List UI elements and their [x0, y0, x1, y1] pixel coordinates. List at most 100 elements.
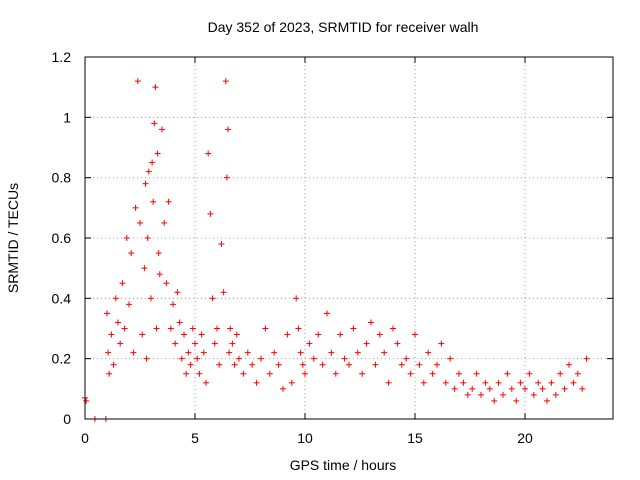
data-point	[178, 355, 185, 362]
data-point	[144, 235, 151, 241]
data-point	[403, 355, 410, 362]
data-point	[429, 370, 436, 377]
data-point	[328, 349, 335, 356]
data-point	[185, 349, 192, 356]
data-point	[244, 349, 251, 356]
data-point	[469, 385, 476, 392]
data-point	[165, 198, 172, 205]
data-point	[460, 379, 467, 386]
data-point	[249, 361, 256, 368]
data-point	[189, 325, 196, 332]
data-point	[539, 385, 546, 392]
data-point	[332, 370, 339, 377]
data-point	[163, 280, 170, 287]
data-point	[324, 310, 330, 317]
data-point	[482, 379, 489, 386]
data-point	[306, 340, 313, 347]
data-point	[295, 325, 302, 332]
data-point	[447, 355, 454, 362]
data-point	[167, 325, 174, 332]
data-point	[145, 168, 152, 175]
data-point	[310, 355, 317, 362]
data-point	[170, 301, 176, 308]
data-point	[346, 361, 352, 368]
y-tick-label: 0	[63, 411, 71, 427]
data-point	[390, 325, 396, 332]
data-point	[117, 340, 124, 347]
data-point	[535, 379, 542, 386]
data-point	[155, 250, 162, 257]
data-point	[319, 361, 326, 368]
data-point	[115, 319, 121, 326]
data-point	[337, 331, 344, 338]
data-point	[544, 397, 550, 404]
y-axis-label: SRMTID / TECUs	[5, 183, 21, 293]
data-point	[456, 370, 462, 377]
data-point	[222, 78, 229, 85]
data-point	[350, 325, 357, 332]
data-point	[495, 379, 502, 386]
data-point	[187, 361, 194, 368]
data-point	[398, 361, 405, 368]
x-axis-label: GPS time / hours	[290, 457, 397, 473]
data-point	[266, 370, 273, 377]
data-point	[220, 289, 227, 296]
data-point	[354, 349, 361, 356]
data-point	[508, 385, 515, 392]
data-point	[473, 370, 480, 377]
data-point	[172, 340, 179, 347]
data-point	[151, 120, 158, 127]
data-point	[174, 289, 181, 296]
data-point	[275, 361, 282, 368]
x-tick-label: 20	[517, 430, 533, 446]
data-point	[491, 397, 498, 404]
data-point	[110, 361, 117, 368]
data-point	[504, 370, 511, 377]
data-point	[557, 370, 564, 377]
y-tick-label: 1.2	[52, 49, 72, 65]
data-point	[368, 319, 374, 326]
data-point	[530, 391, 537, 398]
data-point	[385, 379, 392, 386]
data-point	[119, 280, 126, 287]
data-point	[579, 385, 586, 392]
y-tick-label: 0.2	[52, 351, 72, 367]
data-point	[271, 349, 278, 356]
data-point	[552, 391, 559, 398]
y-tick-label: 0.8	[52, 170, 72, 186]
data-point	[226, 349, 233, 356]
data-point	[566, 361, 572, 368]
data-point	[216, 361, 223, 368]
data-point	[196, 370, 203, 377]
data-point	[583, 355, 590, 362]
data-point	[130, 349, 137, 356]
data-point	[126, 301, 132, 308]
data-point	[159, 126, 165, 133]
data-point	[209, 295, 216, 302]
data-point	[194, 355, 201, 362]
data-point	[105, 349, 112, 356]
data-point	[152, 84, 159, 91]
data-point	[233, 331, 240, 338]
data-point	[420, 379, 427, 386]
data-point	[153, 325, 160, 332]
data-point	[372, 361, 379, 368]
data-point	[207, 210, 214, 217]
data-point	[513, 397, 520, 404]
data-point	[218, 241, 225, 248]
data-point	[297, 349, 304, 356]
grid-lines	[85, 57, 613, 419]
data-point	[394, 340, 401, 347]
data-point	[302, 370, 308, 377]
data-point	[112, 295, 119, 302]
data-point	[141, 265, 148, 272]
data-point	[181, 331, 187, 338]
data-point	[137, 219, 143, 226]
chart-title: Day 352 of 2023, SRMTID for receiver wal…	[208, 19, 479, 35]
data-points	[82, 78, 590, 422]
data-point	[262, 325, 269, 332]
data-point	[142, 180, 149, 187]
data-point	[442, 379, 449, 386]
data-point	[407, 370, 414, 377]
data-point	[363, 340, 370, 347]
